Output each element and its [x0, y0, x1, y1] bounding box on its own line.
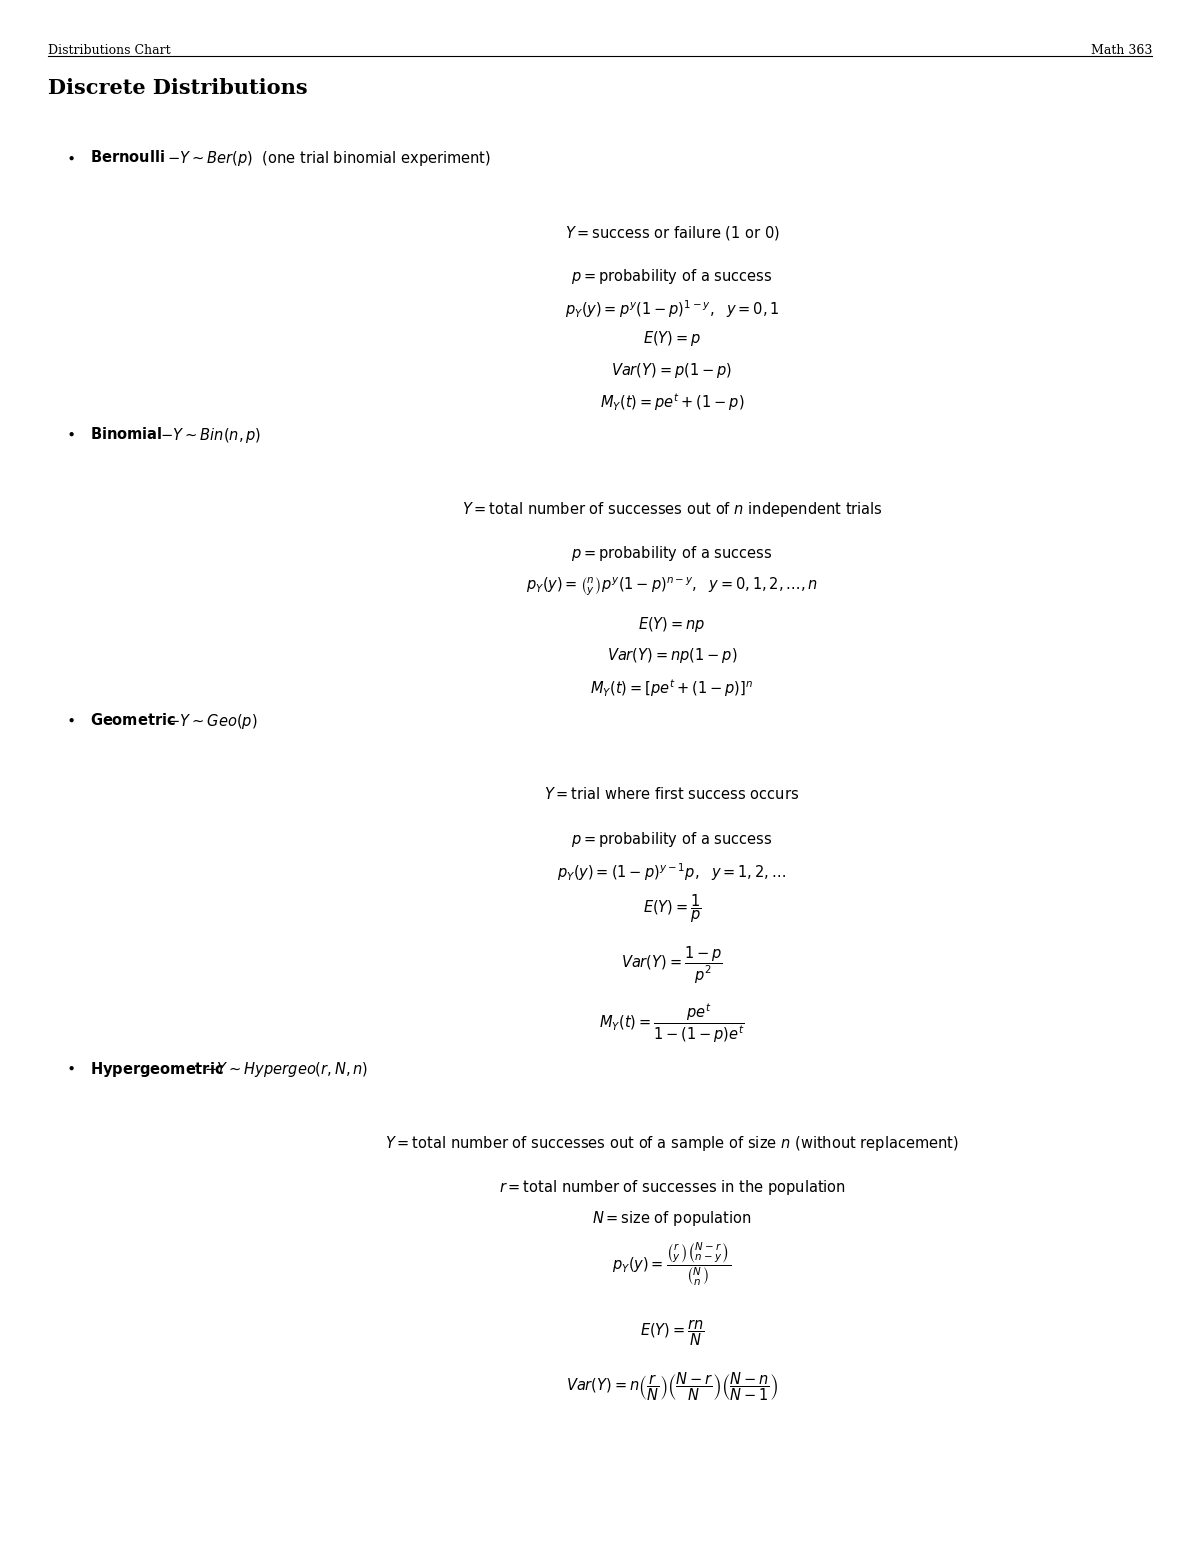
Text: $p_Y(y) = \binom{n}{y}p^y(1-p)^{n-y},\ \ y = 0,1,2,\ldots,n$: $p_Y(y) = \binom{n}{y}p^y(1-p)^{n-y},\ \… — [526, 575, 818, 598]
Text: $\mathbf{Binomial}$: $\mathbf{Binomial}$ — [90, 426, 162, 441]
Text: $- Y \sim \mathit{Geo}(p)$: $- Y \sim \mathit{Geo}(p)$ — [163, 712, 259, 730]
Text: $E(Y) = np$: $E(Y) = np$ — [638, 615, 706, 634]
Text: $M_Y(t) = \dfrac{pe^t}{1-(1-p)e^t}$: $M_Y(t) = \dfrac{pe^t}{1-(1-p)e^t}$ — [599, 1001, 745, 1044]
Text: $Var(Y) = \dfrac{1-p}{p^2}$: $Var(Y) = \dfrac{1-p}{p^2}$ — [622, 945, 722, 987]
Text: $\bullet$: $\bullet$ — [66, 712, 74, 727]
Text: $\mathbf{Hypergeometric}$: $\mathbf{Hypergeometric}$ — [90, 1060, 224, 1078]
Text: $Y = \mathrm{success\ or\ failure\ (1\ or\ 0)}$: $Y = \mathrm{success\ or\ failure\ (1\ o… — [564, 224, 780, 242]
Text: $p_Y(y) = p^y(1-p)^{1-y},\ \ y = 0, 1$: $p_Y(y) = p^y(1-p)^{1-y},\ \ y = 0, 1$ — [565, 298, 779, 320]
Text: $\bullet$: $\bullet$ — [66, 426, 74, 441]
Text: $E(Y) = \dfrac{rn}{N}$: $E(Y) = \dfrac{rn}{N}$ — [640, 1318, 704, 1349]
Text: $- Y \sim \mathit{Bin}(n,p)$: $- Y \sim \mathit{Bin}(n,p)$ — [156, 426, 262, 444]
Text: $p_Y(y) = \dfrac{\binom{r}{y}\binom{N-r}{n-y}}{\binom{N}{n}}$: $p_Y(y) = \dfrac{\binom{r}{y}\binom{N-r}… — [612, 1240, 732, 1288]
Text: $p = \mathrm{probability\ of\ a\ success}$: $p = \mathrm{probability\ of\ a\ success… — [571, 830, 773, 848]
Text: $\bullet$: $\bullet$ — [66, 1060, 74, 1075]
Text: $\bullet$: $\bullet$ — [66, 149, 74, 165]
Text: $r = \mathrm{total\ number\ of\ successes\ in\ the\ population}$: $r = \mathrm{total\ number\ of\ successe… — [498, 1178, 846, 1197]
Text: Discrete Distributions: Discrete Distributions — [48, 78, 307, 98]
Text: $M_Y(t) = pe^t + (1-p)$: $M_Y(t) = pe^t + (1-p)$ — [600, 392, 744, 413]
Text: $E(Y) = p$: $E(Y) = p$ — [643, 329, 701, 348]
Text: $- Y \sim \mathit{Hypergeo}(r,N,n)$: $- Y \sim \mathit{Hypergeo}(r,N,n)$ — [200, 1060, 370, 1078]
Text: Distributions Chart: Distributions Chart — [48, 44, 170, 56]
Text: $E(Y) = \dfrac{1}{p}$: $E(Y) = \dfrac{1}{p}$ — [642, 892, 702, 925]
Text: $Y = \mathrm{trial\ where\ first\ success\ occurs}$: $Y = \mathrm{trial\ where\ first\ succes… — [545, 786, 799, 802]
Text: $Y = \mathrm{total\ number\ of\ successes\ out\ of\ }n\mathrm{\ independent\ tri: $Y = \mathrm{total\ number\ of\ successe… — [462, 500, 882, 519]
Text: $- Y \sim \mathit{Ber}(p)$  (one trial binomial experiment): $- Y \sim \mathit{Ber}(p)$ (one trial bi… — [163, 149, 491, 168]
Text: $p_Y(y) = (1-p)^{y-1}p,\ \ y = 1, 2, \ldots$: $p_Y(y) = (1-p)^{y-1}p,\ \ y = 1, 2, \ld… — [558, 861, 786, 883]
Text: $p = \mathrm{probability\ of\ a\ success}$: $p = \mathrm{probability\ of\ a\ success… — [571, 544, 773, 563]
Text: $\mathbf{Bernoulli}$: $\mathbf{Bernoulli}$ — [90, 149, 164, 165]
Text: $Var(Y) = np(1-p)$: $Var(Y) = np(1-p)$ — [607, 646, 737, 665]
Text: $M_Y(t) = [pe^t + (1-p)]^n$: $M_Y(t) = [pe^t + (1-p)]^n$ — [590, 678, 754, 699]
Text: $Var(Y) = p(1-p)$: $Var(Y) = p(1-p)$ — [612, 361, 732, 379]
Text: $\mathbf{Geometric}$: $\mathbf{Geometric}$ — [90, 712, 176, 727]
Text: $Var(Y) = n\left(\dfrac{r}{N}\right)\left(\dfrac{N-r}{N}\right)\left(\dfrac{N-n}: $Var(Y) = n\left(\dfrac{r}{N}\right)\lef… — [565, 1371, 779, 1403]
Text: $N = \mathrm{size\ of\ population}$: $N = \mathrm{size\ of\ population}$ — [593, 1209, 751, 1228]
Text: $Y = \mathrm{total\ number\ of\ successes\ out\ of\ a\ sample\ of\ size\ }n\math: $Y = \mathrm{total\ number\ of\ successe… — [385, 1134, 959, 1153]
Text: Math 363: Math 363 — [1091, 44, 1152, 56]
Text: $p = \mathrm{probability\ of\ a\ success}$: $p = \mathrm{probability\ of\ a\ success… — [571, 267, 773, 286]
